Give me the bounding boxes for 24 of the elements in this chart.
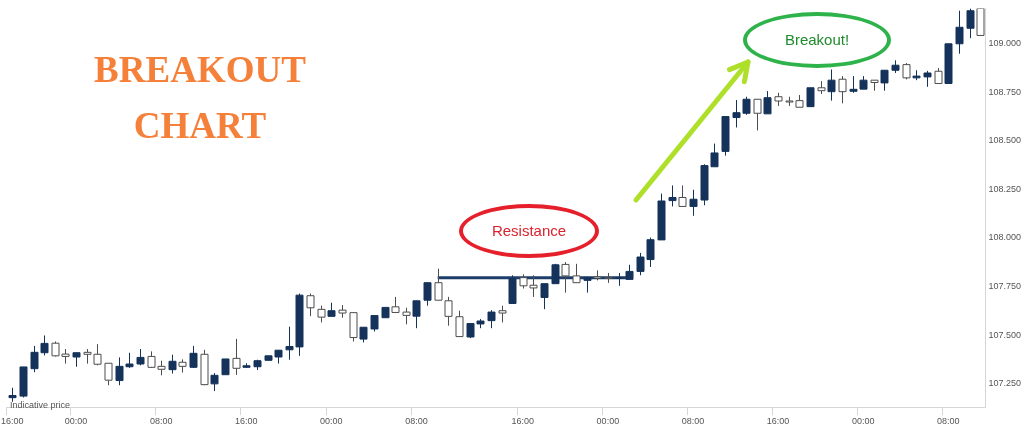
- annotation: Breakout!: [783, 30, 851, 50]
- y-tick-label: 107.750: [988, 281, 1022, 292]
- x-tick-label: 16:00: [766, 416, 790, 427]
- x-tick-label: 00:00: [851, 416, 875, 427]
- y-tick-label: 107.500: [988, 329, 1022, 340]
- x-tick-label: 00:00: [596, 416, 620, 427]
- y-tick-label: 108.750: [988, 86, 1022, 97]
- x-tick-label: 16:00: [1, 416, 24, 427]
- annotation: Resistance: [490, 221, 568, 241]
- x-tick-label: 08:00: [936, 416, 960, 427]
- x-tick-label: 00:00: [320, 416, 343, 427]
- x-tick-label: 08:00: [405, 416, 428, 427]
- y-tick-label: 109.000: [988, 37, 1022, 48]
- x-tick-label: 16:00: [234, 416, 258, 427]
- x-tick-label: 08:00: [149, 416, 173, 427]
- annotation: Indicative price: [10, 400, 72, 412]
- x-tick-label: 00:00: [64, 416, 88, 427]
- x-tick-label: 16:00: [511, 416, 535, 427]
- y-tick-label: 108.500: [988, 135, 1022, 146]
- y-tick-label: 108.250: [988, 183, 1022, 194]
- x-tick-label: 08:00: [681, 416, 705, 427]
- y-tick-label: 107.250: [988, 378, 1022, 389]
- y-tick-label: 108.000: [988, 232, 1022, 243]
- text: BREAKOUT CHART: [93, 48, 307, 148]
